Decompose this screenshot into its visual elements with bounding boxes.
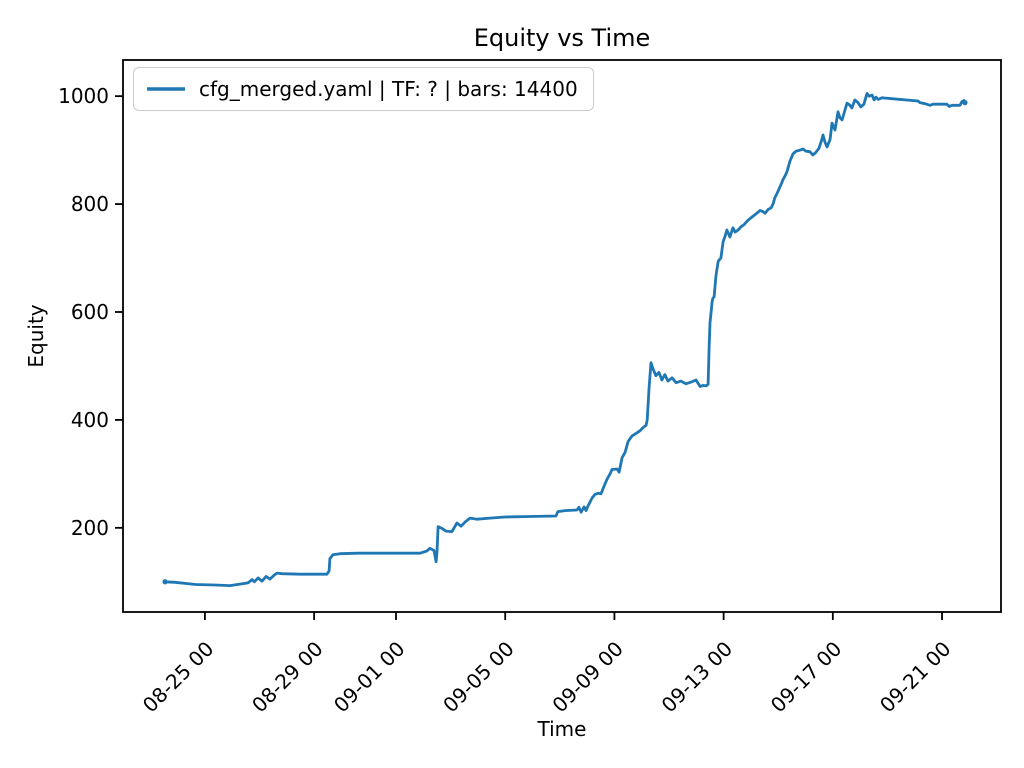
legend: cfg_merged.yaml | TF: ? | bars: 14400 [133, 67, 594, 111]
x-axis-label: Time [537, 717, 587, 741]
axes-spines [122, 59, 1002, 613]
legend-line-swatch-icon [147, 87, 185, 91]
y-tick-label: 1000 [58, 84, 109, 108]
x-tick-label: 09-17 00 [766, 637, 847, 718]
x-tick-label: 09-05 00 [438, 637, 519, 718]
x-tick-label: 08-25 00 [138, 637, 219, 718]
x-tick-label: 08-29 00 [247, 637, 328, 718]
x-tick-label: 09-13 00 [657, 637, 738, 718]
y-axis-label: Equity [24, 304, 48, 368]
x-tick-label: 09-01 00 [329, 637, 410, 718]
x-tick-label: 09-09 00 [547, 637, 628, 718]
legend-label: cfg_merged.yaml | TF: ? | bars: 14400 [199, 77, 578, 101]
curve-end-marker [962, 100, 968, 106]
chart-title: Equity vs Time [473, 24, 651, 52]
equity-curve [163, 92, 967, 587]
x-tick-label: 09-21 00 [875, 637, 956, 718]
y-tick-label: 200 [71, 516, 109, 540]
y-tick-label: 800 [71, 192, 109, 216]
curve-start-marker [162, 579, 168, 585]
y-tick-label: 400 [71, 408, 109, 432]
y-tick-label: 600 [71, 300, 109, 324]
